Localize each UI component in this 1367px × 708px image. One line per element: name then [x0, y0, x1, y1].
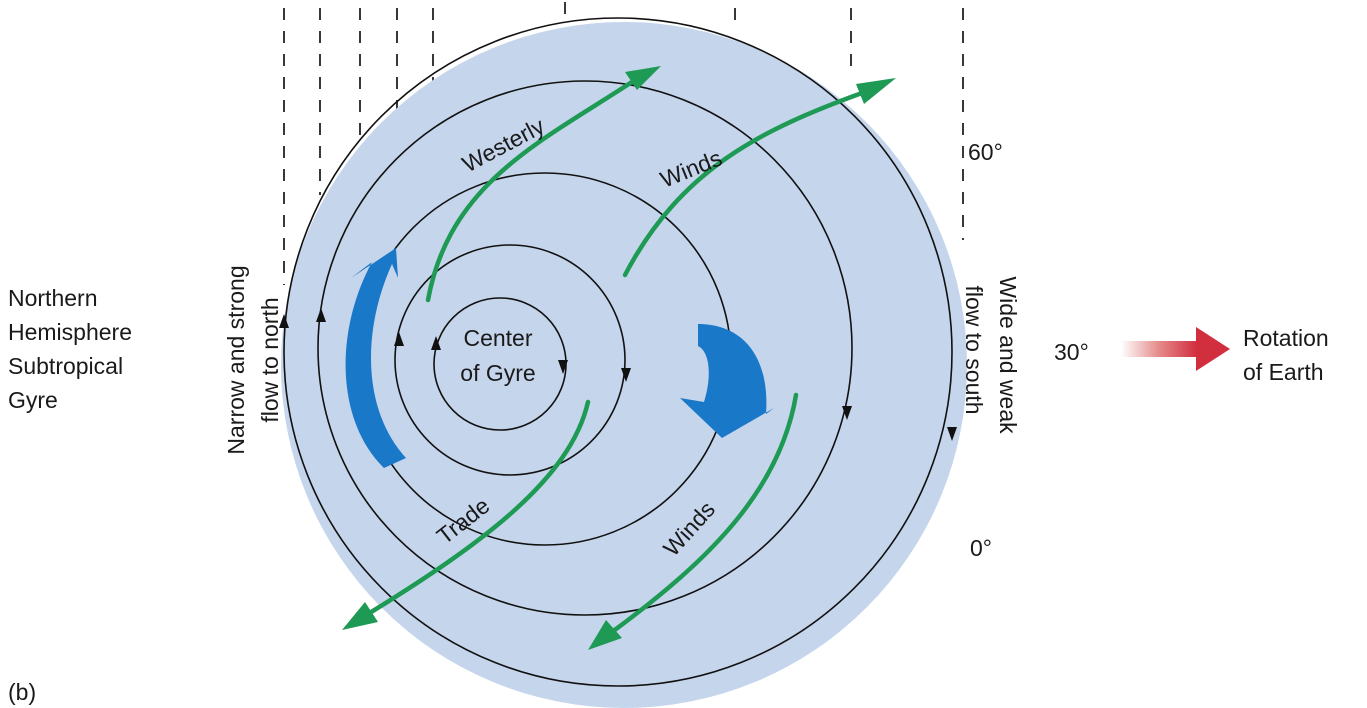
streamline-2 [394, 244, 626, 476]
rotation-arrow-icon [1121, 327, 1230, 371]
arrowhead-down-icon [842, 406, 852, 420]
westerly-wind-arrow [425, 75, 641, 303]
westerly-wind-arrowheads [625, 66, 896, 104]
center-label-line2: of Gyre [460, 360, 535, 386]
wind-arrowhead-icon [856, 78, 896, 104]
wind-arrowhead-icon [342, 602, 378, 630]
east-flow-label-line1: Wide and weak [995, 276, 1021, 434]
streamline-outer [283, 17, 953, 687]
arrowhead-down-icon [621, 368, 631, 382]
arrowhead-down-icon [947, 427, 957, 441]
trade-wind-arrowheads [342, 602, 622, 650]
gyre-name-line2: Hemisphere [8, 319, 132, 345]
trade-wind-arrows [365, 392, 799, 635]
wind-arrowhead-icon [588, 620, 622, 650]
gyre-name-line3: Subtropical [8, 353, 123, 379]
western-boundary-current-arrow [345, 248, 406, 468]
trade-wind-arrow [609, 392, 799, 635]
arrowhead-up-icon [316, 308, 326, 322]
streamline-4 [317, 80, 853, 616]
ocean-disk [281, 22, 967, 708]
arrowhead-up-icon [279, 314, 289, 328]
wind-arrowhead-icon [625, 66, 661, 90]
center-label-line1: Center [463, 325, 532, 351]
gyre-name-line1: Northern [8, 285, 97, 311]
arrowhead-down-icon [558, 360, 568, 374]
west-flow-label-line1: Narrow and strong [223, 265, 249, 454]
rotation-label-line2: of Earth [1243, 359, 1324, 385]
latitude-30-label: 30° [1054, 339, 1089, 365]
figure-label: (b) [8, 679, 36, 705]
westerly-wind-arrow [622, 90, 865, 278]
east-flow-label-line2: flow to south [961, 285, 987, 414]
latitude-60-label: 60° [968, 139, 1003, 165]
rotation-label-line1: Rotation [1243, 325, 1329, 351]
latitude-0-label: 0° [970, 535, 992, 561]
west-flow-label-line2: flow to north [257, 297, 283, 422]
trade-wind-arrow [365, 399, 591, 617]
arrowhead-up-icon [394, 332, 404, 346]
gyre-name-line4: Gyre [8, 387, 58, 413]
longitude-dashed-lines [283, 2, 964, 285]
arrowhead-up-icon [431, 336, 441, 350]
westerly-wind-arrows [425, 75, 865, 303]
eastern-boundary-current-arrow [680, 324, 774, 438]
